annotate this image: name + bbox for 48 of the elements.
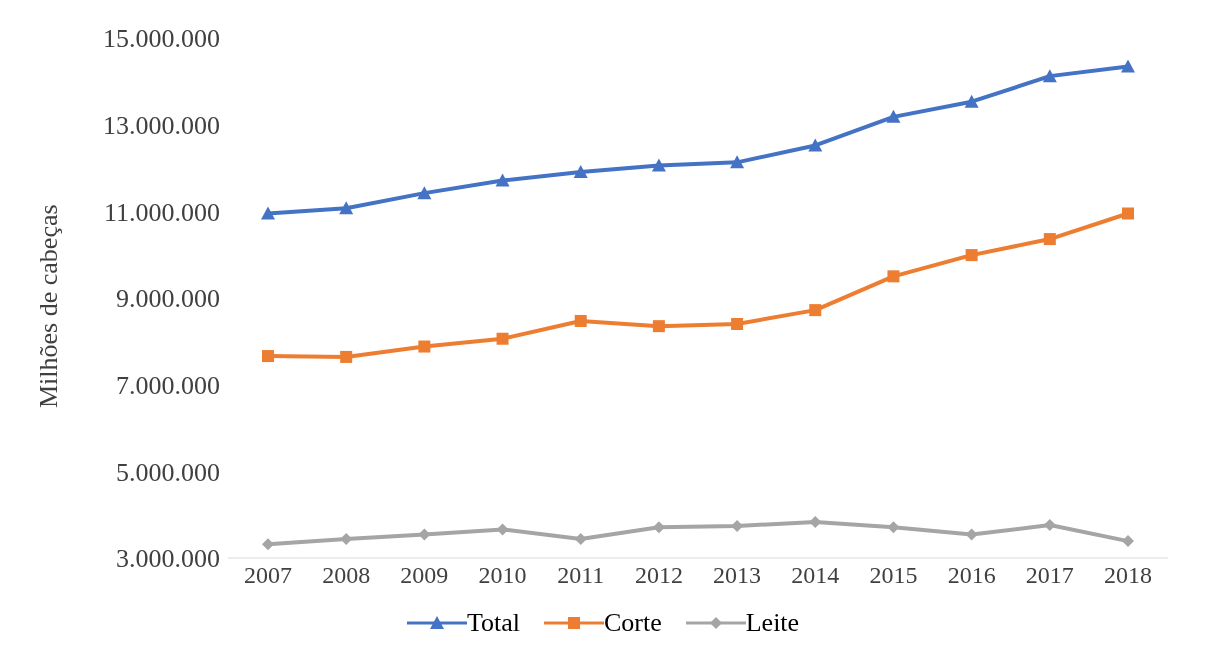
point [417, 186, 432, 200]
y-tick-label: 3.000.000 [116, 544, 220, 574]
point [574, 314, 587, 327]
x-tick-label: 2013 [713, 562, 762, 589]
y-tick-label: 11.000.000 [103, 197, 220, 227]
point [652, 320, 665, 333]
x-tick-label: 2014 [791, 562, 840, 589]
point [1121, 59, 1135, 73]
point [964, 94, 979, 108]
x-tick-label: 2015 [869, 562, 918, 589]
y-tick-label: 15.000.000 [103, 24, 220, 54]
point [496, 332, 509, 345]
y-tick-label: 9.000.000 [116, 284, 220, 314]
point [651, 158, 666, 172]
x-tick-label: 2018 [1104, 562, 1152, 589]
point [730, 155, 745, 169]
point [1122, 207, 1134, 220]
x-tick-label: 2009 [400, 562, 449, 589]
point [340, 350, 353, 363]
point [1042, 69, 1057, 83]
point [886, 109, 901, 123]
point [261, 206, 275, 220]
y-tick-label: 5.000.000 [116, 457, 220, 487]
point [731, 318, 744, 330]
point [262, 350, 274, 363]
x-tick-label: 2016 [947, 562, 996, 589]
legend-label: Leite [745, 608, 800, 638]
point [1122, 535, 1134, 548]
x-tick-label: 2008 [322, 562, 371, 589]
point [495, 173, 510, 187]
point [808, 138, 823, 152]
x-tick-label: 2012 [634, 562, 683, 589]
x-tick-label: 2007 [244, 562, 292, 589]
point [1043, 233, 1056, 246]
y-tick-label: 7.000.000 [116, 370, 220, 400]
y-axis-title: Milhões de cabeças [34, 204, 64, 408]
x-tick-label: 2010 [478, 562, 527, 589]
point [887, 270, 900, 283]
x-tick-label: 2017 [1025, 562, 1074, 589]
x-tick-label: 2011 [557, 562, 605, 589]
point [809, 304, 822, 317]
legend-label: Total [466, 608, 520, 638]
y-tick-label: 13.000.000 [103, 110, 220, 140]
legend-label: Corte [603, 608, 662, 638]
point [339, 201, 354, 215]
point [573, 164, 588, 178]
point [965, 249, 978, 262]
point [418, 340, 431, 353]
